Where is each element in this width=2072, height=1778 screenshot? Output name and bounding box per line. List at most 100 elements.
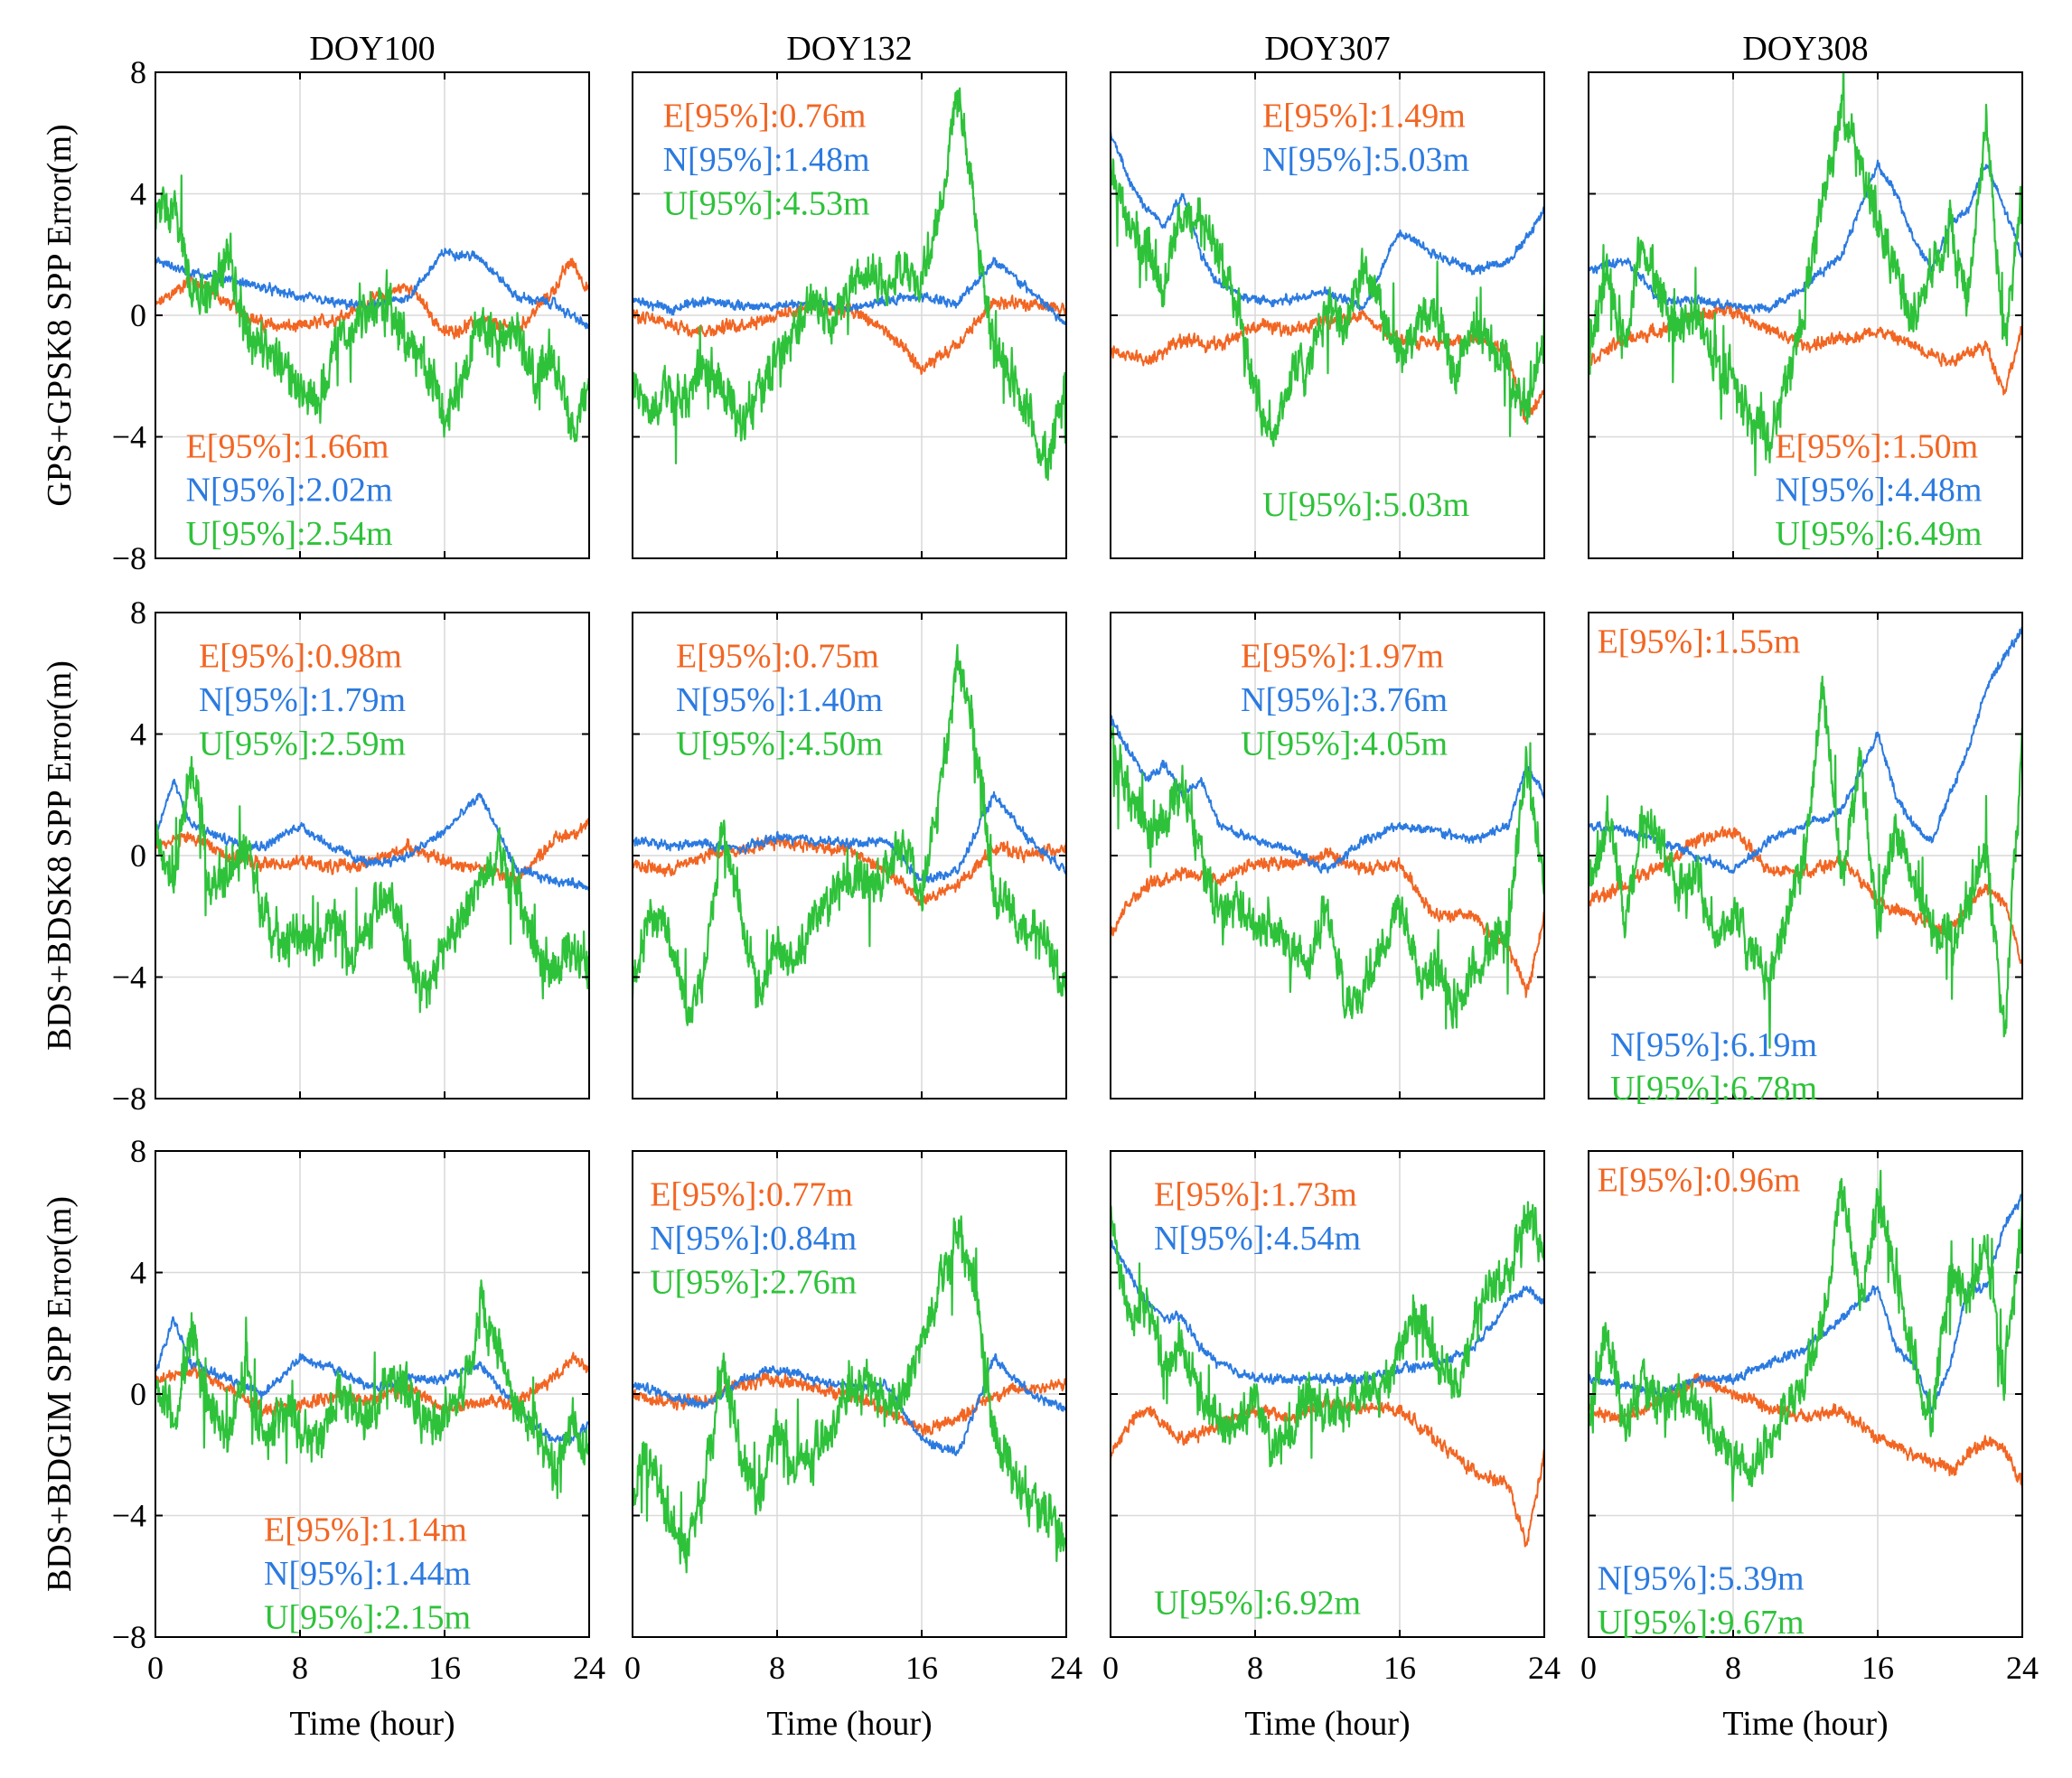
series-E-line [1589,1372,2022,1490]
x-tick-label: 16 [428,1650,461,1686]
y-tick-label: 4 [130,716,146,753]
x-tick-label: 0 [624,1650,641,1686]
y-axis-label: GPS+GPSK8 SPP Error(m) [41,124,79,506]
y-tick-label: 0 [130,1376,146,1412]
x-tick-label: 0 [1102,1650,1119,1686]
stat-label-N: N[95%]:1.40m [676,681,883,719]
y-tick-label: −8 [112,1619,146,1655]
stat-label-E: E[95%]:1.73m [1154,1175,1357,1213]
series-E-line [1111,1395,1544,1548]
x-tick-label: 24 [1050,1650,1083,1686]
stat-label-U: U[95%]:2.15m [264,1598,471,1636]
panel-r1-c1: E[95%]:0.75m N[95%]:1.40m U[95%]:4.50m [632,612,1067,1100]
stat-label-U: U[95%]:4.50m [676,725,883,763]
x-tick-label: 16 [1861,1650,1894,1686]
stat-label-N: N[95%]:4.54m [1154,1220,1361,1258]
stat-label-E: E[95%]:1.50m [1775,427,1978,465]
x-tick-label: 8 [769,1650,785,1686]
series-U-line [1589,72,2022,477]
series-N-line [1111,1240,1544,1387]
stat-label-N: N[95%]:4.48m [1775,472,1982,510]
y-tick-label: 8 [130,594,146,631]
x-tick-label: 16 [905,1650,938,1686]
stat-label-E: E[95%]:1.49m [1262,97,1466,135]
stat-label-U: U[95%]:6.49m [1775,515,1982,553]
x-tick-label: 8 [292,1650,308,1686]
stat-label-E: E[95%]:1.66m [186,427,389,465]
x-tick-label: 0 [1580,1650,1597,1686]
series-U-line [633,1215,1066,1574]
y-axis-label: BDS+BDGIM SPP Error(m) [41,1196,79,1592]
series-U-line [1589,1169,2022,1502]
stat-label-E: E[95%]:0.76m [663,97,867,135]
stat-label-N: N[95%]:6.19m [1610,1026,1817,1064]
series-U-line [633,87,1066,482]
stat-label-N: N[95%]:1.79m [199,681,406,719]
y-tick-label: 8 [130,1133,146,1169]
stat-label-E: E[95%]:0.77m [650,1175,853,1213]
panel-title: DOY132 [786,30,912,68]
series-U-line [155,755,589,1014]
series-N-line [1589,1193,2022,1414]
stat-label-N: N[95%]:1.48m [663,141,870,179]
stat-label-N: N[95%]:2.02m [186,472,393,510]
stat-label-N: N[95%]:1.44m [264,1555,471,1593]
panel-r0-c2: DOY307 E[95%]:1.49m N[95%]:5.03m U[95%]:5.0… [1110,30,1545,559]
x-tick-label: 16 [1383,1650,1416,1686]
panel-r1-c3: E[95%]:1.55m N[95%]:6.19m U[95%]:6.78m [1588,612,2023,1108]
panel-title: DOY308 [1742,30,1868,68]
series-U-line [155,1279,589,1500]
y-tick-label: 0 [130,297,146,333]
panel-title: DOY100 [309,30,435,68]
y-axis-label: BDS+BDSK8 SPP Error(m) [41,660,79,1051]
series-U-line [1111,158,1544,447]
stat-label-U: U[95%]:4.05m [1241,725,1448,763]
panel-r2-c2: 0 8 16 24 Time (hour) E[95%]:1.73m N[95%]:4.54… [1102,1150,1561,1743]
y-tick-label: 4 [130,176,146,212]
x-axis-label: Time (hour) [1722,1705,1888,1743]
x-axis-label: Time (hour) [289,1705,455,1743]
series-U-line [633,643,1066,1026]
stat-label-U: U[95%]:6.92m [1154,1584,1361,1622]
panel-r0-c1: DOY132 E[95%]:0.76m N[95%]:1.48m U[95%]:4.5… [632,30,1067,559]
stat-label-N: N[95%]:5.03m [1262,141,1469,179]
stat-label-U: U[95%]:9.67m [1598,1604,1805,1642]
series-U-line [155,174,589,443]
series-E-line [1111,847,1544,998]
stat-label-U: U[95%]:5.03m [1262,486,1469,524]
stat-label-E: E[95%]:0.75m [676,637,879,675]
y-tick-label: 8 [130,54,146,90]
panel-r2-c1: 0 8 16 24 Time (hour) E[95%]:0.77m N[95%]:0.84… [624,1150,1083,1743]
panel-r2-c3: 0 8 16 24 Time (hour) E[95%]:0.96m N[95%]:5.39… [1580,1150,2039,1743]
stat-label-E: E[95%]:1.55m [1598,622,1801,660]
y-tick-label: 0 [130,838,146,874]
stat-label-U: U[95%]:4.53m [663,184,870,222]
series-N-line [155,778,589,892]
series-U-line [1589,675,2022,1049]
x-axis-label: Time (hour) [766,1705,932,1743]
x-tick-label: 8 [1247,1650,1263,1686]
stat-label-N: N[95%]:3.76m [1241,681,1448,719]
y-tick-label: −4 [112,1498,146,1534]
stat-label-N: N[95%]:5.39m [1598,1559,1805,1597]
x-tick-label: 24 [573,1650,605,1686]
panel-r1-c2: E[95%]:1.97m N[95%]:3.76m U[95%]:4.05m [1110,612,1545,1100]
stat-label-E: E[95%]:0.98m [199,637,402,675]
y-tick-label: −8 [112,540,146,576]
x-tick-label: 24 [1528,1650,1561,1686]
stat-label-N: N[95%]:0.84m [650,1220,857,1258]
stat-label-E: E[95%]:1.97m [1241,637,1444,675]
panel-r0-c0: 8 4 0 −4 −8 GPS+GPSK8 SPP Error(m) DOY100 E[95%… [41,30,590,576]
stat-label-E: E[95%]:0.96m [1598,1161,1801,1199]
y-tick-label: 4 [130,1255,146,1291]
y-tick-label: −8 [112,1081,146,1117]
panel-r1-c0: 8 4 0 −4 −8 BDS+BDSK8 SPP Error(m) E[95%]:0.98… [41,594,590,1117]
stat-label-E: E[95%]:1.14m [264,1511,467,1549]
x-tick-label: 0 [147,1650,164,1686]
stat-label-U: U[95%]:2.59m [199,725,406,763]
panel-r2-c0: 8 4 0 −4 −8 BDS+BDGIM SPP Error(m) 0 8 16 24 Time … [41,1133,605,1743]
stat-label-U: U[95%]:2.54m [186,515,393,553]
y-tick-label: −4 [112,959,146,996]
